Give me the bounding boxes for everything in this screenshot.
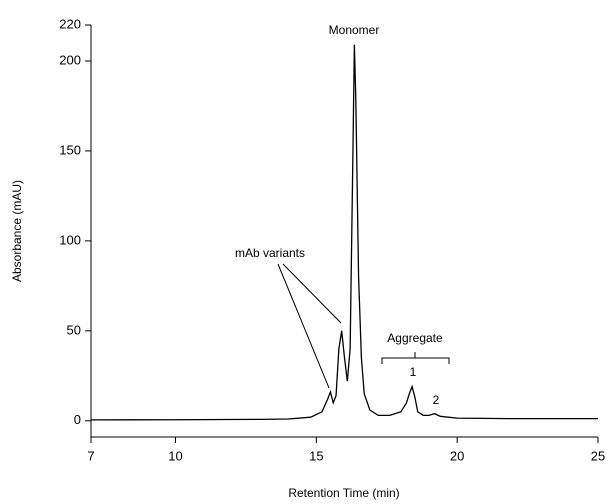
y-tick-label: 150 xyxy=(59,142,81,157)
annotation: 2 xyxy=(433,393,440,407)
x-axis-label: Retention Time (min) xyxy=(288,486,399,500)
annotation: mAb variants xyxy=(235,246,305,260)
x-tick-label: 10 xyxy=(168,448,182,463)
annotation-bracket xyxy=(381,357,450,364)
annotation: Monomer xyxy=(329,23,380,37)
y-tick-label: 200 xyxy=(59,52,81,67)
y-tick-label: 50 xyxy=(67,322,81,337)
annotation-pointer xyxy=(282,263,342,324)
y-tick-label: 220 xyxy=(59,16,81,31)
y-tick-label: 100 xyxy=(59,232,81,247)
x-tick-label: 15 xyxy=(309,448,323,463)
data-line xyxy=(90,44,598,421)
annotation-pointer xyxy=(277,263,330,389)
x-tick-label: 20 xyxy=(450,448,464,463)
annotation: Aggregate xyxy=(387,331,443,345)
y-axis-label: Absorbance (mAU) xyxy=(10,180,24,282)
x-tick-label: 7 xyxy=(87,448,94,463)
annotation: 1 xyxy=(410,365,417,379)
x-tick-label: 25 xyxy=(591,448,605,463)
y-tick-label: 0 xyxy=(74,412,81,427)
